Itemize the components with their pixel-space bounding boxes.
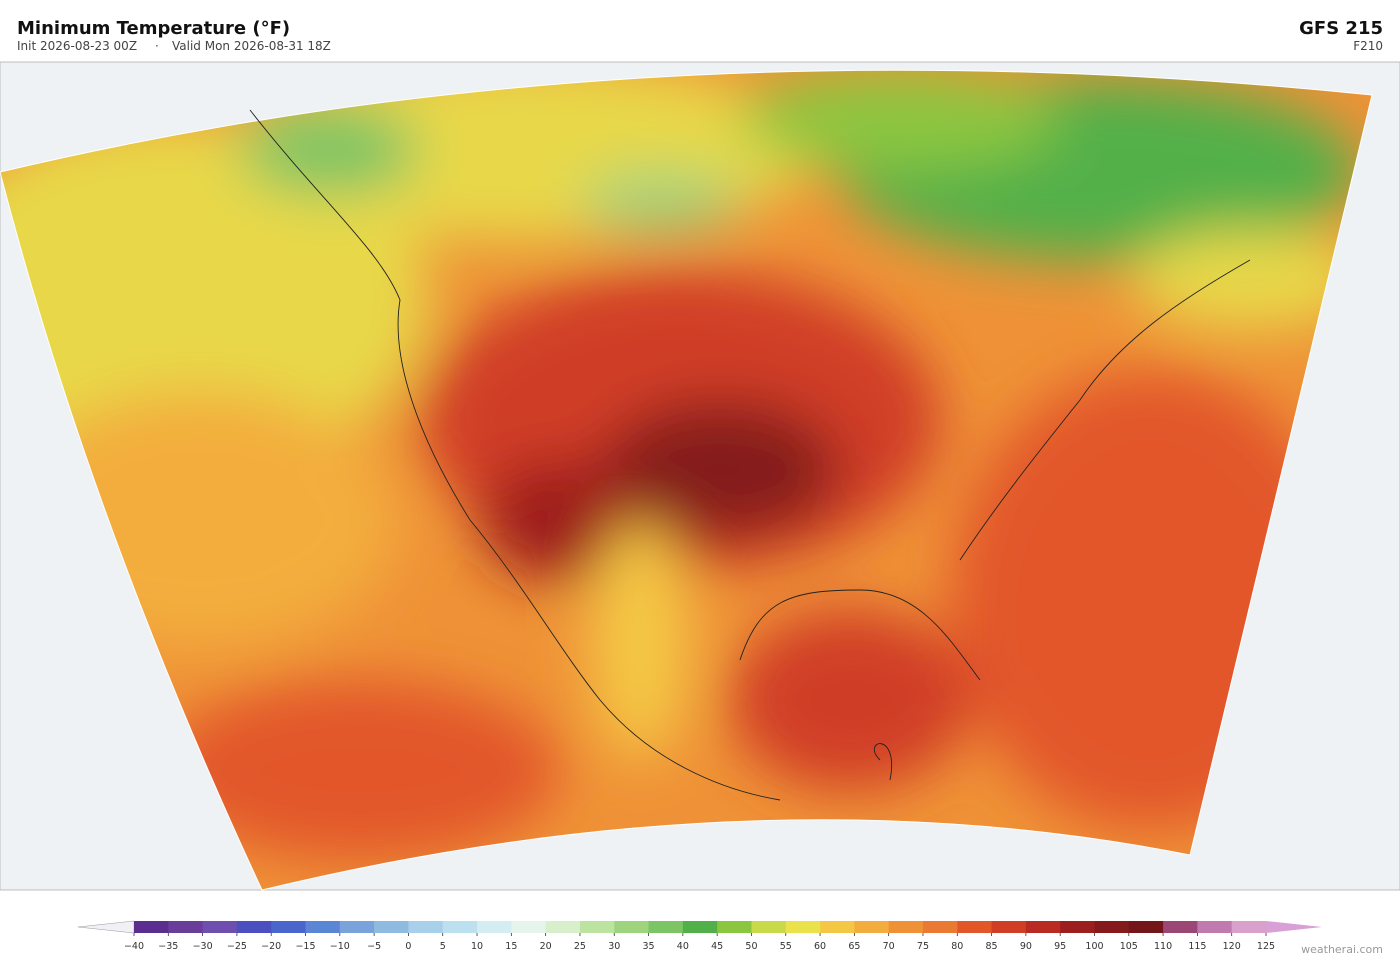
- colorbar-tick-label: 45: [711, 941, 723, 952]
- colorbar-bin: [442, 921, 478, 933]
- colorbar-tick-label: −20: [261, 941, 281, 952]
- colorbar-tick-label: 30: [608, 941, 620, 952]
- colorbar-bin: [991, 921, 1027, 933]
- colorbar-bin: [511, 921, 547, 933]
- colorbar-tick-label: −30: [193, 941, 213, 952]
- colorbar-tick-label: 105: [1120, 941, 1138, 952]
- colorbar-bin: [1060, 921, 1095, 933]
- coastline: [249, 109, 1251, 801]
- colorbar-tick-label: −5: [367, 941, 381, 952]
- colorbar-bin: [614, 921, 649, 933]
- map: [0, 61, 1400, 891]
- colorbar-tick-label: −10: [330, 941, 350, 952]
- separator: ·: [155, 39, 159, 53]
- colorbar-bin: [408, 921, 444, 933]
- credit: weatherai.com: [1301, 943, 1383, 956]
- colorbar-bin: [785, 921, 821, 933]
- colorbar-bin: [339, 921, 375, 933]
- colorbar-tick-label: 100: [1085, 941, 1103, 952]
- colorbar-bin: [374, 921, 409, 933]
- colorbar-bin: [957, 921, 992, 933]
- colorbar-bin: [1128, 921, 1164, 933]
- colorbar: −40 −35 −30 −25 −20 −15 −10 −5 0 5 10 15 20 25 30 35 40 4…: [77, 920, 1322, 952]
- colorbar-tick-label: 35: [642, 941, 654, 952]
- colorbar-bin: [1094, 921, 1130, 933]
- colorbar-bin: [271, 921, 306, 933]
- colorbar-bin: [579, 921, 615, 933]
- colorbar-bin: [305, 921, 341, 933]
- colorbar-bin: [751, 921, 787, 933]
- colorbar-tick-label: 120: [1223, 941, 1241, 952]
- colorbar-tick-label: −15: [295, 941, 315, 952]
- colorbar-bin: [1163, 921, 1198, 933]
- colorbar-tick-label: 50: [745, 941, 757, 952]
- map-title: Minimum Temperature (°F): [17, 18, 290, 39]
- colorbar-tick-label: 85: [986, 941, 998, 952]
- colorbar-tick-label: 15: [505, 941, 517, 952]
- colorbar-tick-label: 5: [440, 941, 446, 952]
- colorbar-tick-label: 25: [574, 941, 586, 952]
- colorbar-tick-label: 75: [917, 941, 929, 952]
- colorbar-bin: [717, 921, 752, 933]
- colorbar-tick-label: 115: [1188, 941, 1206, 952]
- colorbar-tick-label: 90: [1020, 941, 1032, 952]
- colorbar-bin: [854, 921, 890, 933]
- colorbar-bin: [820, 921, 855, 933]
- colorbar-tick-label: 125: [1257, 941, 1275, 952]
- colorbar-bin: [202, 921, 238, 933]
- colorbar-tick-label: 80: [951, 941, 963, 952]
- colorbar-bin: [1025, 921, 1061, 933]
- colorbar-tick-label: 65: [848, 941, 860, 952]
- colorbar-tick-label: 70: [883, 941, 895, 952]
- colorbar-bin: [648, 921, 684, 933]
- init-time: Init 2026-08-23 00Z: [17, 39, 137, 53]
- colorbar-bin: [888, 921, 924, 933]
- colorbar-tick-label: 55: [780, 941, 792, 952]
- colorbar-tick-label: 10: [471, 941, 483, 952]
- valid-time: Valid Mon 2026-08-31 18Z: [172, 39, 331, 53]
- colorbar-under: [77, 920, 135, 934]
- colorbar-tick-label: −40: [124, 941, 144, 952]
- colorbar-bin: [134, 921, 169, 933]
- colorbar-tick-label: −35: [158, 941, 178, 952]
- colorbar-bin: [236, 921, 272, 933]
- colorbar-tick-label: 40: [677, 941, 689, 952]
- colorbar-bin: [168, 921, 204, 933]
- colorbar-bin: [1197, 921, 1233, 933]
- colorbar-bin: [1231, 921, 1267, 933]
- colorbar-tick-label: −25: [227, 941, 247, 952]
- colorbar-bin: [922, 921, 958, 933]
- colorbar-tick-label: 0: [405, 941, 411, 952]
- forecast-hour: F210: [1353, 39, 1383, 53]
- colorbar-tick-label: 20: [540, 941, 552, 952]
- colorbar-bin: [477, 921, 512, 933]
- colorbar-tick-label: 110: [1154, 941, 1172, 952]
- colorbar-bin: [682, 921, 718, 933]
- colorbar-over: [1266, 921, 1322, 933]
- colorbar-bin: [545, 921, 581, 933]
- model-name: GFS 215: [1299, 18, 1383, 39]
- temperature-field: [0, 70, 1372, 890]
- colorbar-tick-label: 60: [814, 941, 826, 952]
- colorbar-tick-label: 95: [1054, 941, 1066, 952]
